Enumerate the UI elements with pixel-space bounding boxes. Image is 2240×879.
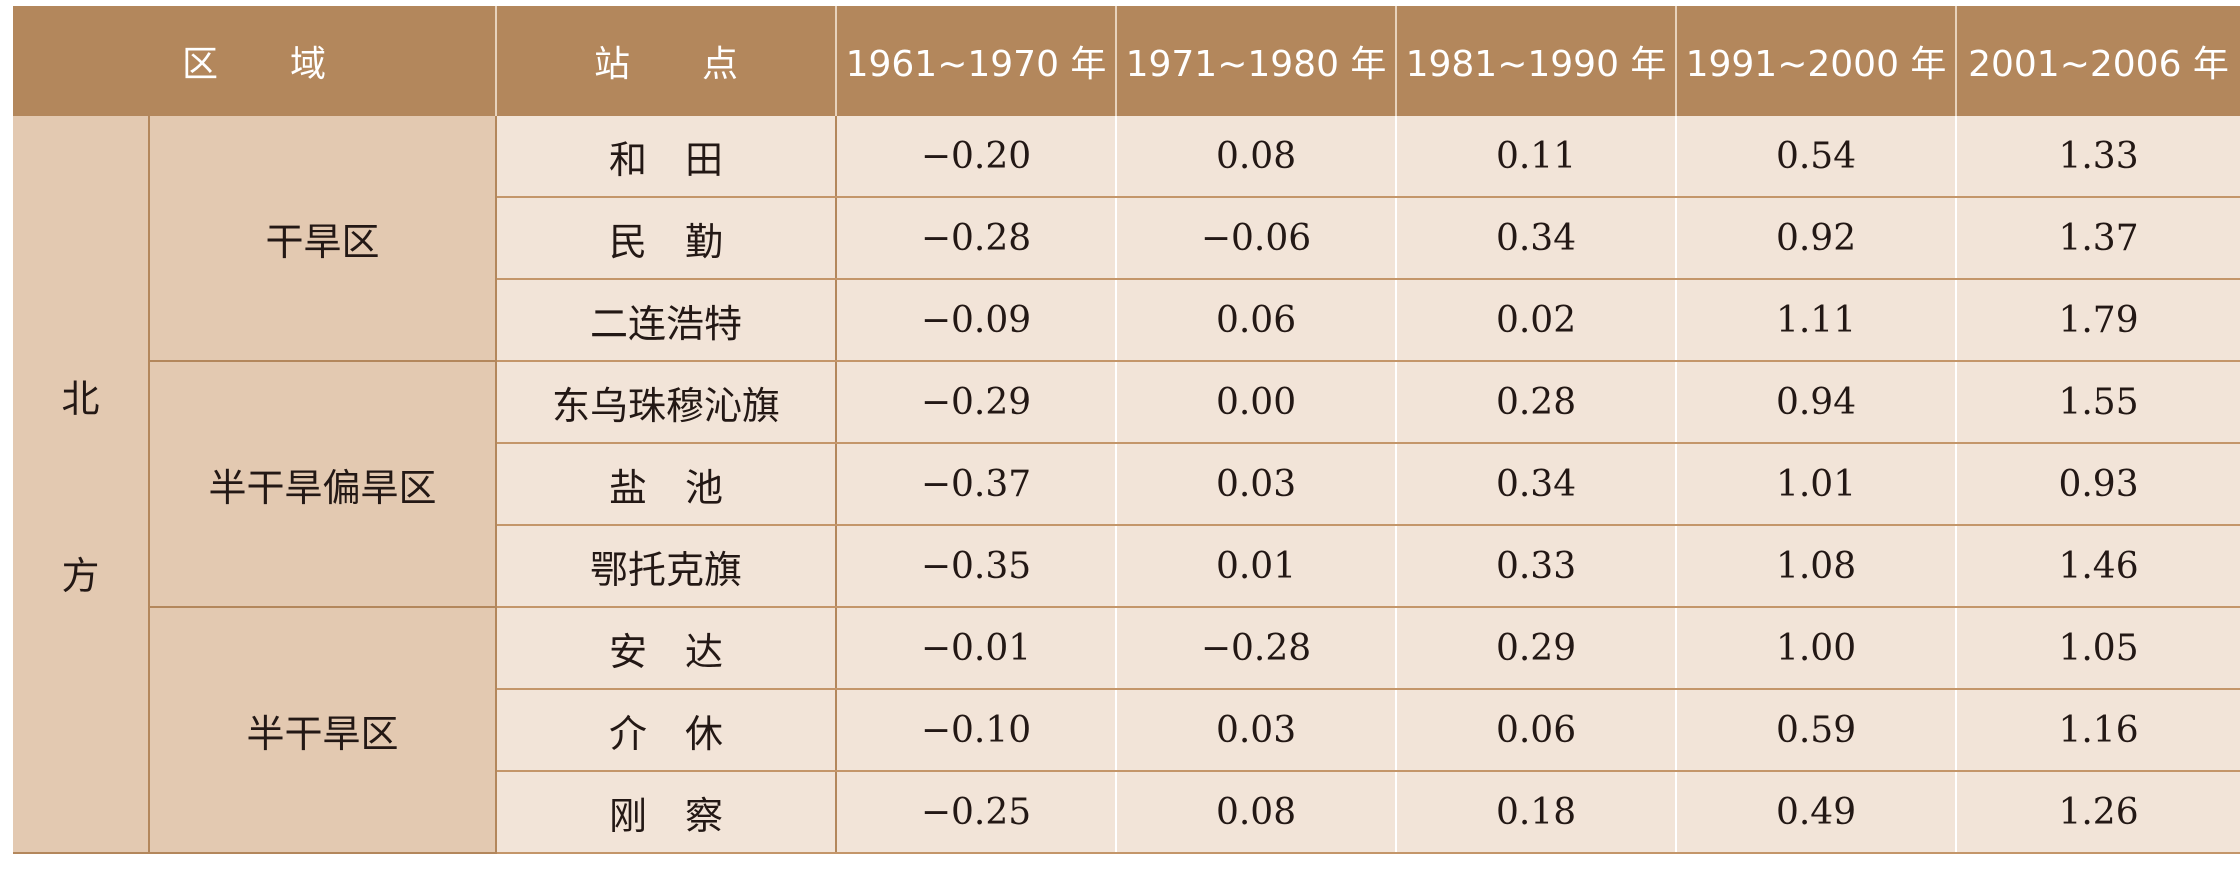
temperature-anomaly-table: 区 域 站 点 1961~1970 年 1971~1980 年 1981~199… (13, 6, 2240, 854)
value-cell: 0.03 (1116, 443, 1398, 526)
value-cell: 1.55 (1956, 361, 2240, 444)
value-cell: 0.08 (1116, 771, 1398, 854)
station-name: 介 休 (496, 689, 838, 772)
value-cell: 1.05 (1956, 607, 2240, 690)
header-period-4: 1991~2000 年 (1676, 6, 1958, 116)
value-cell: 0.92 (1676, 197, 1958, 280)
table-row: 民 勤 −0.28 −0.06 0.34 0.92 1.37 (13, 197, 2240, 280)
value-cell: 0.54 (1676, 116, 1958, 198)
value-cell: 0.00 (1116, 361, 1398, 444)
table-row: 盐 池 −0.37 0.03 0.34 1.01 0.93 (13, 443, 2240, 526)
station-name: 东乌珠穆沁旗 (496, 361, 838, 444)
value-cell: 0.06 (1396, 689, 1678, 772)
value-cell: 1.00 (1676, 607, 1958, 690)
value-cell: 0.33 (1396, 525, 1678, 608)
station-name: 盐 池 (496, 443, 838, 526)
value-cell: 0.94 (1676, 361, 1958, 444)
value-cell: 1.01 (1676, 443, 1958, 526)
value-cell: −0.01 (836, 607, 1118, 690)
station-name: 民 勤 (496, 197, 838, 280)
value-cell: 1.11 (1676, 279, 1958, 362)
table-row: 刚 察 −0.25 0.08 0.18 0.49 1.26 (13, 771, 2240, 854)
value-cell: 0.34 (1396, 443, 1678, 526)
value-cell: 1.16 (1956, 689, 2240, 772)
value-cell: 1.37 (1956, 197, 2240, 280)
value-cell: 0.49 (1676, 771, 1958, 854)
value-cell: 0.34 (1396, 197, 1678, 280)
value-cell: 0.01 (1116, 525, 1398, 608)
region-arid: 干旱区 (149, 116, 498, 362)
value-cell: 0.18 (1396, 771, 1678, 854)
table-row: 半干旱区 安 达 −0.01 −0.28 0.29 1.00 1.05 (13, 607, 2240, 854)
macro-region-char: 北 (61, 377, 100, 421)
value-cell: −0.29 (836, 361, 1118, 444)
value-cell: 0.59 (1676, 689, 1958, 772)
region-semi-arid: 半干旱区 (149, 607, 498, 854)
value-cell: −0.25 (836, 771, 1118, 854)
header-period-3: 1981~1990 年 (1396, 6, 1678, 116)
value-cell: 0.08 (1116, 116, 1398, 198)
value-cell: −0.20 (836, 116, 1118, 198)
table-row: 鄂托克旗 −0.35 0.01 0.33 1.08 1.46 (13, 525, 2240, 608)
header-period-2: 1971~1980 年 (1116, 6, 1398, 116)
value-cell: 0.02 (1396, 279, 1678, 362)
value-cell: −0.28 (1116, 607, 1398, 690)
value-cell: 0.11 (1396, 116, 1678, 198)
station-name: 刚 察 (496, 771, 838, 854)
header-period-1: 1961~1970 年 (836, 6, 1118, 116)
value-cell: −0.09 (836, 279, 1118, 362)
value-cell: 1.79 (1956, 279, 2240, 362)
value-cell: 1.46 (1956, 525, 2240, 608)
header-region: 区 域 (13, 6, 498, 116)
table-row: 北方 干旱区 和 田 −0.20 0.08 0.11 0.54 1.33 (13, 116, 2240, 854)
value-cell: −0.06 (1116, 197, 1398, 280)
station-name: 二连浩特 (496, 279, 838, 362)
value-cell: 1.26 (1956, 771, 2240, 854)
value-cell: 0.03 (1116, 689, 1398, 772)
header-period-5: 2001~2006 年 (1956, 6, 2240, 116)
value-cell: 0.29 (1396, 607, 1678, 690)
value-cell: −0.10 (836, 689, 1118, 772)
station-name: 安 达 (496, 607, 838, 690)
station-name: 和 田 (496, 116, 838, 198)
header-row: 区 域 站 点 1961~1970 年 1971~1980 年 1981~199… (13, 6, 2240, 116)
table-row: 介 休 −0.10 0.03 0.06 0.59 1.16 (13, 689, 2240, 772)
value-cell: 0.93 (1956, 443, 2240, 526)
value-cell: 0.06 (1116, 279, 1398, 362)
value-cell: −0.37 (836, 443, 1118, 526)
value-cell: 1.33 (1956, 116, 2240, 198)
header-station: 站 点 (496, 6, 838, 116)
value-cell: −0.28 (836, 197, 1118, 280)
value-cell: 0.28 (1396, 361, 1678, 444)
region-semi-arid-dry: 半干旱偏旱区 (149, 361, 498, 608)
table-row: 半干旱偏旱区 东乌珠穆沁旗 −0.29 0.00 0.28 0.94 1.55 (13, 361, 2240, 608)
value-cell: −0.35 (836, 525, 1118, 608)
macro-region-char: 方 (61, 554, 100, 598)
station-name: 鄂托克旗 (496, 525, 838, 608)
table-row: 二连浩特 −0.09 0.06 0.02 1.11 1.79 (13, 279, 2240, 362)
macro-region-north: 北方 (13, 116, 150, 854)
value-cell: 1.08 (1676, 525, 1958, 608)
